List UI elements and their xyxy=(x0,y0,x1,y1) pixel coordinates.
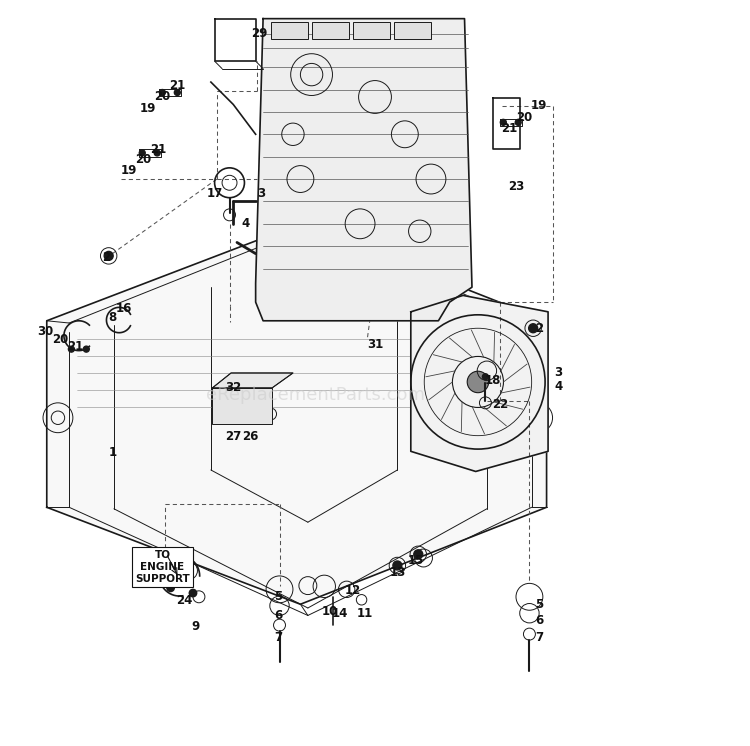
Text: 5: 5 xyxy=(535,598,543,611)
Text: 8: 8 xyxy=(168,574,176,587)
Text: 16: 16 xyxy=(116,301,132,315)
Text: 27: 27 xyxy=(225,430,242,443)
Text: 24: 24 xyxy=(176,594,193,607)
Text: 1: 1 xyxy=(108,446,116,460)
Text: 25: 25 xyxy=(137,577,154,590)
Text: 19: 19 xyxy=(121,164,137,178)
Text: 32: 32 xyxy=(225,381,242,395)
Text: 6: 6 xyxy=(274,609,282,622)
Text: 11: 11 xyxy=(357,606,374,620)
Text: 21: 21 xyxy=(170,79,185,93)
Bar xyxy=(271,22,308,39)
Text: 14: 14 xyxy=(332,606,348,620)
Text: 4: 4 xyxy=(241,217,249,231)
Text: 21: 21 xyxy=(67,340,83,354)
Polygon shape xyxy=(411,295,548,471)
Circle shape xyxy=(414,550,423,559)
Circle shape xyxy=(104,251,113,260)
Circle shape xyxy=(83,346,89,352)
Text: 18: 18 xyxy=(484,374,501,387)
Bar xyxy=(394,22,431,39)
Text: 30: 30 xyxy=(38,325,53,339)
Text: 31: 31 xyxy=(367,338,383,351)
Text: 12: 12 xyxy=(344,584,361,598)
Text: 10: 10 xyxy=(322,605,338,618)
Circle shape xyxy=(166,584,174,592)
Text: 23: 23 xyxy=(509,180,525,193)
Text: eReplacementParts.com: eReplacementParts.com xyxy=(206,386,424,404)
Polygon shape xyxy=(256,19,472,321)
Text: 9: 9 xyxy=(192,620,200,633)
Text: 7: 7 xyxy=(535,631,543,645)
Circle shape xyxy=(515,119,521,125)
Circle shape xyxy=(140,150,146,156)
Text: 20: 20 xyxy=(52,333,68,346)
Text: 26: 26 xyxy=(242,430,259,443)
Bar xyxy=(352,22,390,39)
Circle shape xyxy=(154,150,160,156)
Polygon shape xyxy=(212,373,293,388)
Text: 3: 3 xyxy=(257,187,265,201)
Text: 15: 15 xyxy=(408,554,424,568)
Polygon shape xyxy=(46,224,547,604)
Bar xyxy=(212,388,272,424)
Text: 5: 5 xyxy=(274,590,282,604)
Circle shape xyxy=(482,374,488,380)
Circle shape xyxy=(529,324,538,333)
Circle shape xyxy=(189,589,196,597)
Circle shape xyxy=(467,372,489,392)
Circle shape xyxy=(174,90,180,95)
Text: 4: 4 xyxy=(554,380,562,393)
Text: 21: 21 xyxy=(501,122,518,135)
Text: 21: 21 xyxy=(151,142,166,156)
Text: 22: 22 xyxy=(492,398,508,411)
Text: 7: 7 xyxy=(274,631,282,645)
Text: 8: 8 xyxy=(108,310,116,324)
Bar xyxy=(311,22,349,39)
Circle shape xyxy=(160,90,165,95)
Text: 6: 6 xyxy=(535,614,543,627)
Text: 3: 3 xyxy=(554,366,562,380)
Text: 29: 29 xyxy=(251,27,268,40)
Text: 13: 13 xyxy=(389,565,406,579)
Text: 20: 20 xyxy=(516,110,532,124)
Text: 17: 17 xyxy=(206,187,223,201)
Text: 20: 20 xyxy=(136,153,152,166)
Text: TO
ENGINE
SUPPORT: TO ENGINE SUPPORT xyxy=(135,551,190,583)
Circle shape xyxy=(500,119,506,125)
Circle shape xyxy=(393,561,402,570)
Text: 2: 2 xyxy=(103,251,110,264)
Text: 2: 2 xyxy=(535,322,543,335)
Text: 19: 19 xyxy=(531,99,548,113)
Text: 19: 19 xyxy=(140,101,157,115)
Circle shape xyxy=(68,346,74,352)
Text: 20: 20 xyxy=(154,90,170,104)
